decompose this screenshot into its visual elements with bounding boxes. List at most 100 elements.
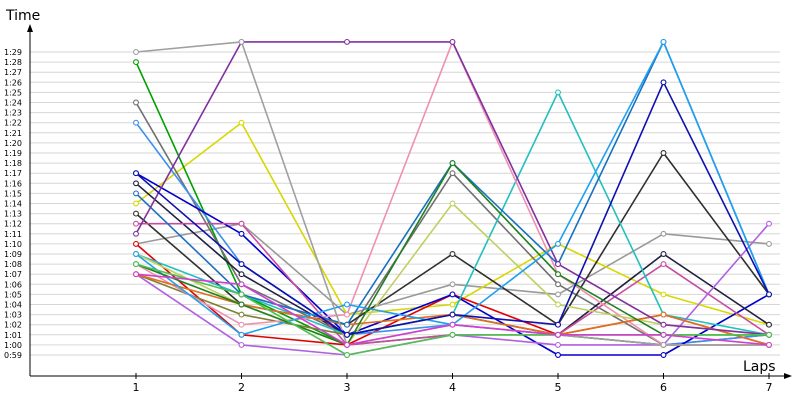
x-tick-label: 5 [555,381,562,394]
x-tick-label: 7 [766,381,773,394]
data-point [238,311,245,318]
data-point [133,271,139,278]
y-axis-title: Time [5,8,40,24]
y-tick-label: 1:10 [4,240,22,249]
y-tick-label: 1:09 [4,250,22,259]
y-tick-label: 1:22 [4,119,22,128]
data-point [449,38,456,45]
data-point [344,38,350,45]
data-point [238,261,245,268]
y-tick-label: 1:11 [4,230,22,239]
y-tick-label: 1:12 [4,220,22,229]
data-point [344,321,350,328]
data-point [555,261,561,268]
data-point [449,291,456,298]
y-tick-label: 1:07 [4,270,22,279]
series-line-23 [135,263,769,356]
data-point [238,271,245,278]
x-tick-label: 4 [449,381,456,394]
y-tick-label: 1:24 [4,99,22,108]
data-point [660,251,667,257]
data-point [555,291,561,298]
data-point [238,281,245,288]
data-point [660,261,667,268]
data-point [449,160,456,167]
data-point [133,251,139,257]
data-point [660,352,667,358]
data-point [449,321,456,328]
x-axis-title: Laps [743,359,776,375]
data-point [133,210,139,217]
data-point [449,311,456,318]
grid [30,51,780,356]
data-point [344,301,350,308]
data-point [133,240,139,247]
y-tick-label: 0:59 [4,351,22,360]
data-point [766,220,772,227]
data-point [238,301,245,308]
x-tick-label: 6 [660,381,667,394]
data-point [449,331,456,338]
data-point [238,341,245,348]
y-tick-label: 1:05 [4,290,22,299]
x-axis-arrow [784,373,792,379]
data-point [555,271,561,278]
y-tick-label: 1:16 [4,179,22,188]
data-point [238,321,245,328]
data-point [660,341,667,348]
data-point [449,200,456,207]
data-point [344,311,350,318]
y-tick-label: 1:17 [4,169,22,178]
y-tick-label: 1:29 [4,48,22,57]
data-point [133,99,139,106]
data-point [133,261,139,268]
data-point [238,220,245,227]
data-point [555,341,561,348]
data-point [555,301,561,308]
data-point [660,321,667,328]
data-point [133,170,139,177]
data-point [449,170,456,177]
data-point [766,321,772,328]
data-point [133,180,139,187]
x-tick-label: 3 [344,381,351,394]
data-point [660,331,667,338]
y-tick-label: 1:20 [4,139,22,148]
data-point [238,331,245,338]
data-point [238,38,245,45]
data-point [555,331,561,338]
data-point [555,281,561,288]
data-point [238,119,245,126]
data-point [555,321,561,328]
y-tick-label: 1:04 [4,301,22,310]
y-tick-label: 1:00 [4,341,22,350]
data-point [555,352,561,358]
y-tick-label: 1:19 [4,149,22,158]
data-point [660,38,667,45]
data-point [133,49,139,55]
x-tick-label: 2 [238,381,245,394]
y-tick-label: 1:02 [4,321,22,330]
data-point [766,240,772,247]
data-point [766,291,772,298]
data-point [766,341,772,348]
y-tick-label: 1:01 [4,331,22,340]
data-point [766,331,772,338]
y-tick-label: 1:15 [4,189,22,198]
y-tick-label: 1:03 [4,311,22,320]
y-tick-label: 1:06 [4,280,22,289]
data-point [660,291,667,298]
axes: 0:591:001:011:021:031:04 1:051:061:071:08… [4,24,792,394]
data-point [133,230,139,237]
data-point [660,311,667,318]
y-tick-label: 1:08 [4,260,22,269]
data-point [133,200,139,207]
data-point [449,251,456,257]
data-point [344,331,350,338]
data-point [449,301,456,308]
y-tick-label: 1:14 [4,200,22,209]
y-tick-label: 1:26 [4,78,22,87]
y-tick-label: 1:13 [4,210,22,219]
